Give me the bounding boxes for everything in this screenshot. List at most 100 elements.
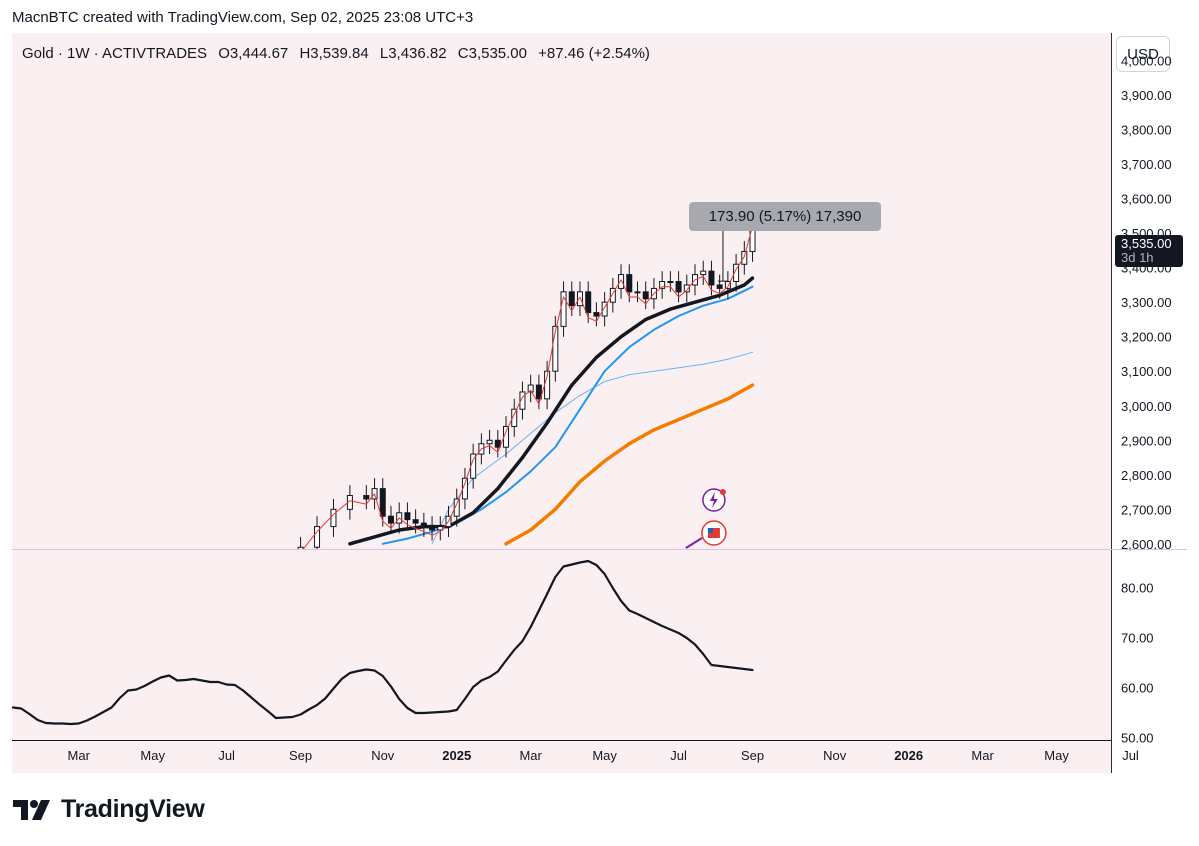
oscillator-tick-label: 60.00 <box>1121 681 1154 696</box>
candle <box>593 302 600 327</box>
candle-body <box>626 274 633 293</box>
brand-name: TradingView <box>61 795 205 823</box>
price-tick-label: 3,600.00 <box>1121 192 1172 207</box>
candle-body <box>314 526 321 548</box>
oscillator-tick-label: 70.00 <box>1121 631 1154 646</box>
price-axis-labels: 2,600.00 2,700.00 2,800.00 2,900.00 3,000.00… <box>1121 54 1172 552</box>
time-tick-label: Sep <box>289 748 312 763</box>
currency-button[interactable]: USD <box>1116 36 1170 72</box>
time-tick-label: Mar <box>971 748 994 763</box>
price-tick-label: 3,000.00 <box>1121 399 1172 414</box>
price-tick-label: 2,600.00 <box>1121 537 1172 552</box>
price-tick-label: 3,700.00 <box>1121 157 1172 172</box>
candle-body <box>486 439 493 445</box>
candle <box>618 264 625 299</box>
time-tick-label: Jul <box>218 748 235 763</box>
candle-body <box>420 522 427 528</box>
oscillator-line <box>11 559 754 726</box>
candle <box>675 271 682 303</box>
time-tick-label: May <box>1044 748 1069 763</box>
candle-body <box>659 281 666 289</box>
price-axis[interactable] <box>1111 33 1188 773</box>
lightning-icon <box>709 492 718 508</box>
oscillator-axis-labels: 50.00 60.00 70.00 80.00 <box>1121 581 1154 746</box>
candle <box>716 274 723 299</box>
legend-close: C3,535.00 <box>457 45 527 62</box>
price-tick-label: 2,800.00 <box>1121 468 1172 483</box>
time-tick-label: Mar <box>68 748 91 763</box>
ema-slow-line <box>504 383 755 546</box>
last-price-tag: 3,535.00 3d 1h <box>1115 235 1183 267</box>
candle-body <box>330 508 337 528</box>
candle <box>724 271 731 299</box>
measure-tool-label[interactable]: 173.90 (5.17%) 17,390 <box>689 202 881 231</box>
candle <box>470 443 477 489</box>
price-tick-label: 3,800.00 <box>1121 123 1172 138</box>
candle <box>527 374 534 403</box>
candle <box>634 281 641 303</box>
candle-body <box>683 284 690 293</box>
candle-body <box>741 250 748 265</box>
time-tick-label: 2026 <box>894 748 923 763</box>
candle-body <box>609 287 616 303</box>
time-tick-label: Sep <box>741 748 764 763</box>
legend-change: +87.46 (+2.54%) <box>538 45 650 62</box>
candle <box>429 516 436 541</box>
candle-body <box>363 495 370 500</box>
price-tick-label: 3,300.00 <box>1121 295 1172 310</box>
tradingview-logo[interactable]: TradingView <box>13 795 205 824</box>
time-tick-label: Jul <box>670 748 687 763</box>
time-tick-label: 2025 <box>442 748 471 763</box>
symbol-legend: Gold · 1W · ACTIVTRADES O3,444.67 H3,539… <box>22 45 657 62</box>
candle-body <box>700 270 707 276</box>
candle <box>642 281 649 310</box>
oscillator-tick-label: 80.00 <box>1121 581 1154 596</box>
flag-stripes <box>707 528 720 538</box>
last-price-value: 3,535.00 <box>1121 236 1172 251</box>
time-tick-label: Jul <box>1122 748 1139 763</box>
time-axis-labels: Mar May Jul Sep Nov 2025 Mar May Jul Sep Nov 2026 Ma… <box>68 748 1139 763</box>
legend-symbol: Gold · 1W · ACTIVTRADES <box>22 45 208 62</box>
flag-canton <box>707 528 713 533</box>
legend-low: L3,436.82 <box>379 45 447 62</box>
candle <box>404 502 411 531</box>
candle <box>552 316 559 382</box>
candle <box>519 381 526 420</box>
candle-body <box>642 291 649 300</box>
candle-body <box>429 526 436 531</box>
time-tick-label: Nov <box>823 748 847 763</box>
candle-body <box>297 546 304 549</box>
oscillator-tick-label: 50.00 <box>1121 731 1154 746</box>
candle <box>585 281 592 323</box>
signal-line <box>302 225 753 549</box>
candle-body <box>379 488 386 517</box>
candle <box>330 498 337 537</box>
candle <box>387 505 394 534</box>
candle-body <box>494 439 501 448</box>
candle-body <box>568 291 575 307</box>
candle-body <box>387 515 394 524</box>
bar-countdown: 3d 1h <box>1121 250 1154 265</box>
price-tick-label: 3,200.00 <box>1121 330 1172 345</box>
candle <box>683 274 690 303</box>
candle-body <box>601 301 608 317</box>
candle-body <box>618 274 625 289</box>
candle <box>314 516 321 549</box>
price-tick-label: 2,900.00 <box>1121 433 1172 448</box>
legend-open: O3,444.67 <box>218 45 289 62</box>
price-plot <box>297 210 756 549</box>
candle <box>700 260 707 285</box>
candle-body <box>535 384 542 400</box>
price-tick-label: 3,900.00 <box>1121 88 1172 103</box>
candle <box>437 516 444 541</box>
candle-body <box>519 391 526 410</box>
candle-body <box>527 384 534 393</box>
candles <box>297 210 756 549</box>
candle-body <box>453 498 460 517</box>
candle-body <box>716 284 723 289</box>
price-tick-label: 4,000.00 <box>1121 54 1172 69</box>
candle <box>494 429 501 458</box>
candle <box>363 485 370 510</box>
oscillator-plot <box>11 559 754 726</box>
